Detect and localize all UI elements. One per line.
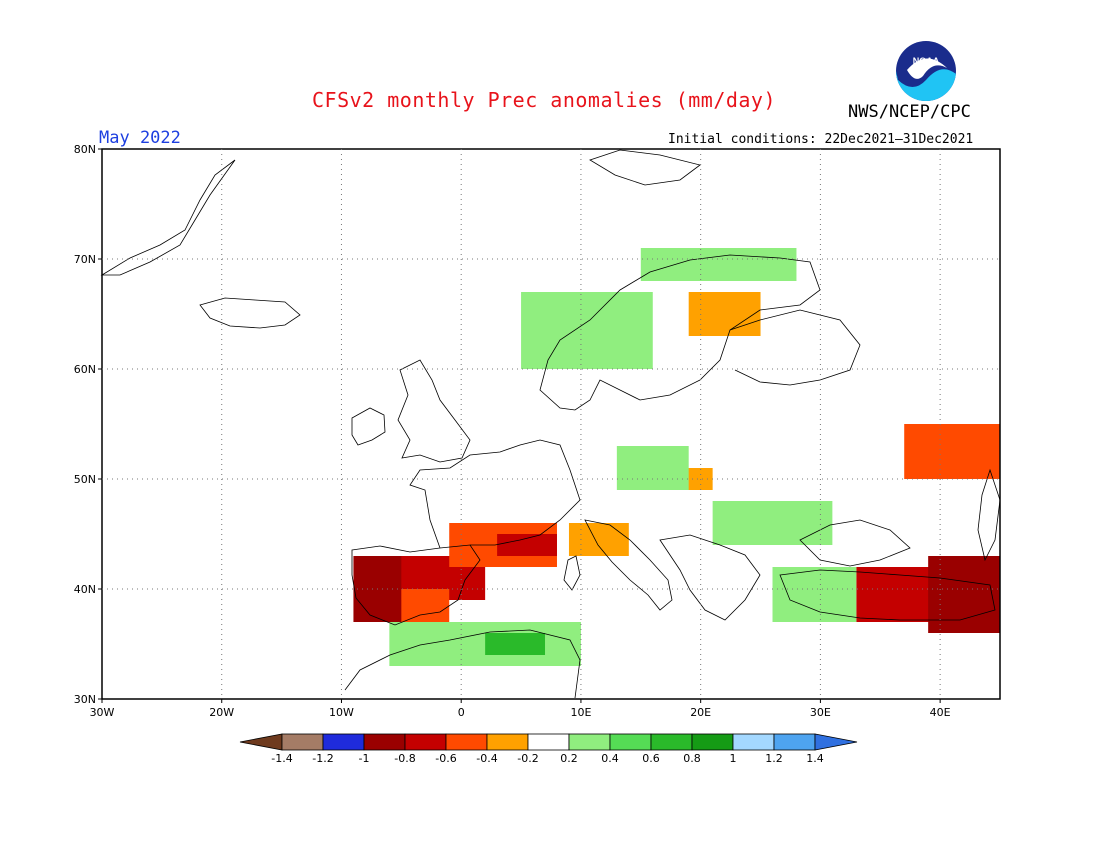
anomaly-cell xyxy=(772,567,857,622)
anomaly-cell xyxy=(521,292,653,369)
lat-tick-label: 50N xyxy=(74,473,96,486)
anomaly-cell xyxy=(497,534,557,556)
anomaly-cell xyxy=(724,358,821,413)
anomaly-cell xyxy=(221,303,294,325)
anomaly-cell xyxy=(485,633,546,655)
lat-tick-label: 70N xyxy=(74,253,96,266)
lon-tick-label: 10E xyxy=(570,706,591,719)
chart-title: CFSv2 monthly Prec anomalies (mm/day) xyxy=(312,88,777,112)
anomaly-cell xyxy=(568,523,629,556)
lon-tick-label: 30E xyxy=(810,706,831,719)
lat-tick-label: 40N xyxy=(74,583,96,596)
initial-conditions: Initial conditions: 22Dec2021–31Dec2021 xyxy=(668,132,974,147)
forecast-period: May 2022 xyxy=(99,128,181,148)
svg-text:NOAA: NOAA xyxy=(913,56,940,66)
lon-tick-label: 30W xyxy=(90,706,115,719)
lon-tick-label: 40E xyxy=(930,706,951,719)
agency-label: NWS/NCEP/CPC xyxy=(848,102,971,122)
lon-tick-label: 10W xyxy=(329,706,354,719)
anomaly-cell xyxy=(640,248,797,281)
lon-tick-label: 20W xyxy=(209,706,234,719)
lon-tick-label: 20E xyxy=(690,706,711,719)
anomaly-cell xyxy=(904,424,1000,479)
graticule xyxy=(102,149,1000,699)
anomaly-field xyxy=(221,248,1000,666)
lat-tick-label: 60N xyxy=(74,363,96,376)
plot-frame xyxy=(101,148,1001,700)
anomaly-cell xyxy=(688,292,761,336)
noaa-logo: NOAA xyxy=(896,41,956,101)
anomaly-cell xyxy=(712,501,833,545)
anomaly-cell xyxy=(401,589,450,622)
lat-tick-label: 80N xyxy=(74,143,96,156)
latitude-labels: 30N 40N 50N 60N 70N 80N xyxy=(74,143,102,706)
lon-tick-label: 0 xyxy=(458,706,465,719)
anomaly-cell xyxy=(616,446,689,490)
anomaly-cell xyxy=(928,556,1000,633)
lat-tick-label: 30N xyxy=(74,693,96,706)
coastlines xyxy=(100,149,1001,699)
longitude-labels: 30W 20W 10W 0 10E 20E 30E 40E xyxy=(90,699,951,719)
